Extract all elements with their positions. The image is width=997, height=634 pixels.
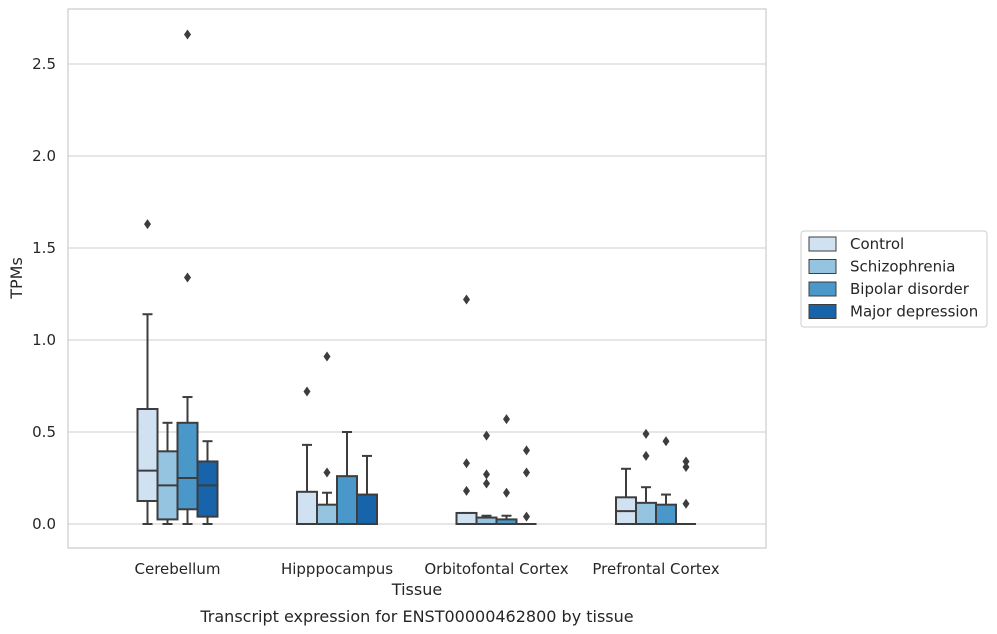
chart-caption: Transcript expression for ENST0000046280… [199,607,633,626]
outlier-point [184,272,191,283]
outlier-point [303,386,311,397]
box-major-depression [676,456,696,525]
box-body [455,511,478,526]
outlier-point [144,219,151,230]
box-bipolar-disorder [336,431,358,526]
outlier-point [483,430,490,441]
box-body [356,493,378,525]
outlier-point [523,467,530,478]
y-tick-label: 1.0 [32,331,56,349]
box-bipolar-disorder [495,414,518,526]
outlier-point [463,294,470,305]
outlier-point [323,467,331,478]
box-major-depression [196,440,219,525]
y-tick-label: 0.0 [32,515,56,533]
outlier-point [523,445,530,456]
outlier-point [463,458,470,469]
category-group [455,294,537,526]
y-tick-label: 2.0 [32,147,56,165]
legend-label: Major depression [850,303,978,321]
outlier-point [642,428,650,439]
outlier-point [682,498,690,509]
box-bipolar-disorder [655,436,677,525]
outlier-point [483,469,490,480]
y-tick-label: 2.5 [32,55,56,73]
box-control [296,386,318,525]
y-tick-labels: 0.0 0.5 1.0 1.5 2.0 2.5 [32,55,56,533]
box-major-depression [356,454,378,525]
x-tick-label: Prefrontal Cortex [592,560,719,578]
box-body [336,475,358,526]
box-body [316,503,338,525]
box-body [296,490,318,525]
y-tick-label: 1.5 [32,239,56,257]
box-major-depression [516,445,537,525]
box-schizophrenia [475,430,498,525]
box-body [136,408,159,502]
legend-frame [800,230,988,328]
outlier-point [662,436,670,447]
box-body [655,503,677,525]
category-group [296,351,378,526]
outlier-point [642,450,650,461]
x-tick-label: Cerebellum [135,560,221,578]
outlier-point [523,511,530,522]
x-axis-label: Tissue [391,580,442,599]
category-group [615,428,696,526]
x-tick-label: Orbitofontal Cortex [424,560,568,578]
box-body [196,460,219,518]
outlier-point [483,478,490,489]
outlier-point [503,487,510,498]
box-body [635,501,657,525]
legend-swatch [808,259,837,274]
category-group [136,29,219,525]
legend-label: Control [850,235,904,253]
y-axis-label: TPMs [7,257,26,300]
outlier-point [184,29,191,40]
outlier-point [682,456,690,467]
legend-label: Bipolar disorder [850,280,970,298]
legend-swatch [808,281,837,297]
legend-swatch [808,304,837,319]
box-schizophrenia [635,428,657,525]
legend: Control Schizophrenia Bipolar disorder Majo… [800,230,988,328]
outlier-point [682,461,690,472]
box-body [176,421,199,511]
box-groups [136,29,696,526]
box-bipolar-disorder [176,29,199,525]
y-tick-label: 0.5 [32,423,56,441]
outlier-point [323,351,331,362]
box-control [615,467,637,526]
legend-label: Schizophrenia [850,258,955,276]
x-tick-label: Hipppocampus [281,560,393,578]
x-tick-labels: Cerebellum Hipppocampus Orbitofontal Corte… [135,560,720,578]
legend-swatch [808,236,837,252]
outlier-point [503,414,510,425]
outlier-point [463,485,470,496]
